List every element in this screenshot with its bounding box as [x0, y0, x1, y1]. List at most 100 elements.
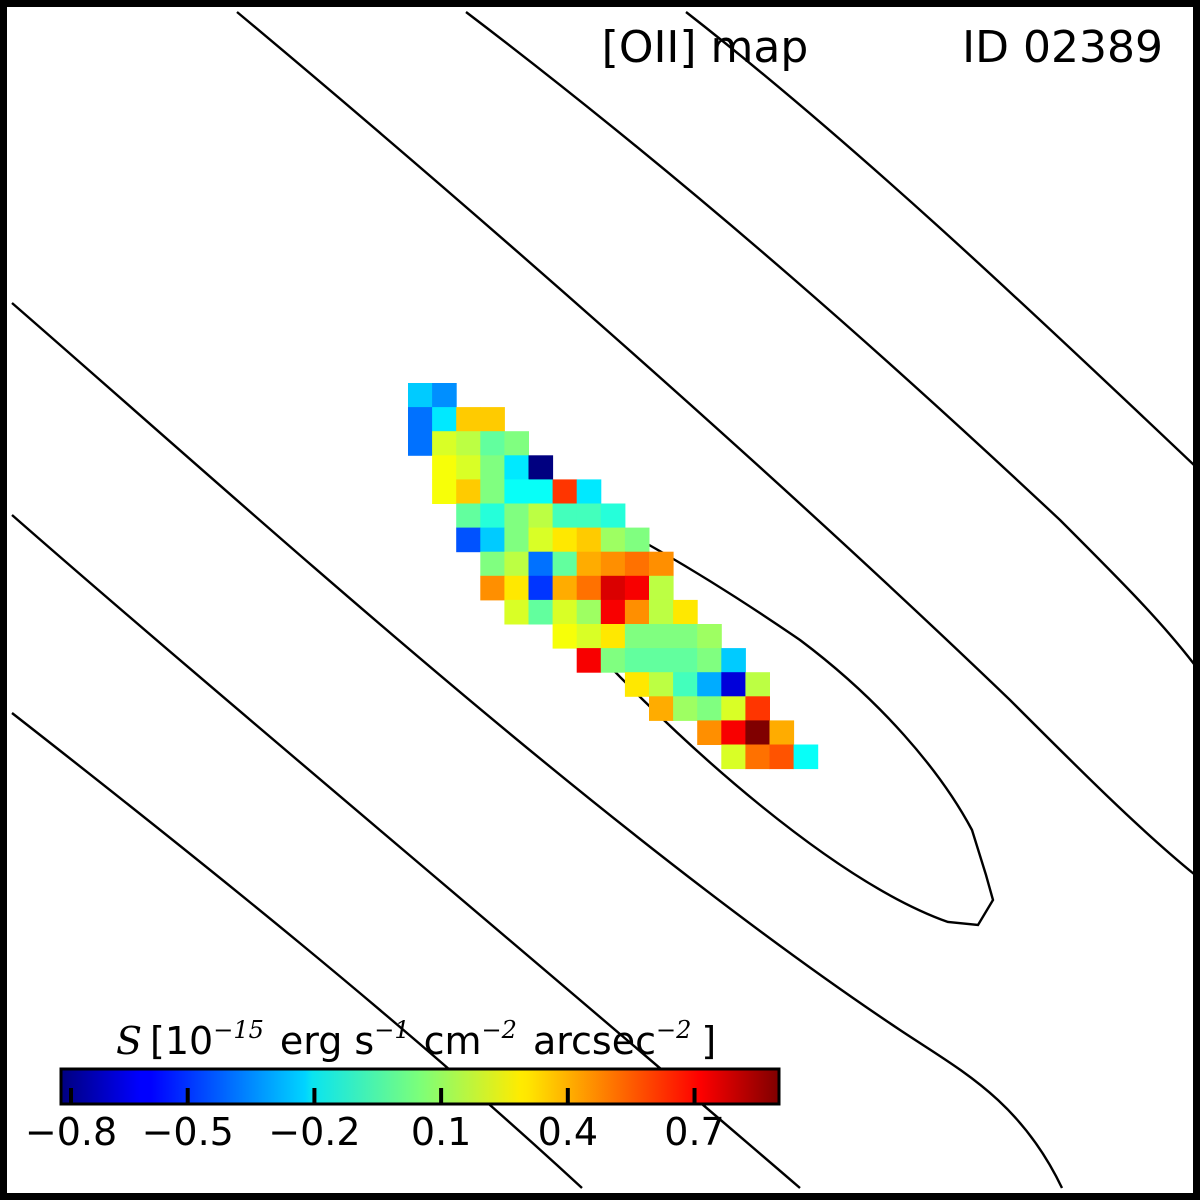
map-pixel	[528, 479, 554, 504]
map-pixel	[528, 551, 554, 577]
colorbar-tick-label: 0.4	[538, 1110, 598, 1154]
map-pixel	[745, 720, 770, 745]
map-pixel	[649, 672, 674, 697]
map-pixel	[504, 599, 529, 625]
colorbar-tick-label: −0.5	[142, 1110, 234, 1154]
map-pixel	[673, 696, 698, 721]
map-pixel	[432, 479, 457, 504]
map-pixel	[408, 383, 433, 408]
map-pixel	[528, 599, 554, 625]
map-pixel	[649, 696, 674, 721]
map-pixel	[673, 599, 698, 625]
colorbar-exp-3: −2	[482, 1016, 517, 1044]
map-pixel	[793, 744, 819, 770]
map-pixel	[576, 527, 602, 553]
colorbar-label-open: [10	[150, 1019, 213, 1063]
map-pixel	[576, 503, 602, 529]
map-pixel	[697, 672, 722, 697]
map-pixel	[432, 383, 457, 408]
map-pixel	[721, 648, 746, 673]
map-pixel	[649, 648, 674, 673]
colorbar-label-cm: cm	[424, 1019, 482, 1063]
colorbar-tick-label: 0.1	[411, 1110, 471, 1154]
colorbar-label: S [10−15 erg s−1 cm−2 arcsec−2]	[116, 1016, 716, 1063]
colorbar-exp-4: −2	[656, 1016, 691, 1044]
map-pixel	[480, 479, 505, 504]
map-pixel	[745, 696, 770, 721]
map-pixel	[600, 575, 626, 601]
map-pixel	[504, 527, 529, 553]
map-pixel	[673, 672, 698, 697]
map-pixel	[576, 624, 602, 649]
map-pixel	[600, 599, 626, 625]
object-id-label: ID 02389	[962, 22, 1163, 73]
colorbar-tick-label: 0.7	[664, 1110, 724, 1154]
map-pixel	[673, 648, 698, 673]
map-pixel	[528, 455, 554, 480]
map-pixel	[456, 455, 481, 480]
map-pixel	[624, 575, 650, 601]
map-pixel	[528, 575, 554, 601]
colorbar-symbol: S	[116, 1019, 142, 1063]
map-pixel	[552, 551, 578, 577]
map-pixel	[697, 696, 722, 721]
map-pixel	[432, 455, 457, 480]
map-pixel	[504, 431, 529, 456]
map-pixel	[528, 527, 554, 553]
map-pixel	[456, 479, 481, 504]
map-pixel	[552, 624, 578, 649]
map-pixel	[480, 503, 505, 529]
colorbar-tick-label: −0.8	[25, 1110, 117, 1154]
map-pixel	[600, 527, 626, 553]
map-pixel	[480, 455, 505, 480]
map-pixel	[528, 503, 554, 529]
map-pixel	[624, 551, 650, 577]
map-pixel	[697, 648, 722, 673]
contour-line	[11, 712, 583, 1189]
map-pixel	[504, 551, 529, 577]
map-pixel	[624, 527, 650, 553]
map-pixel	[432, 431, 457, 456]
map-pixel	[576, 479, 602, 504]
map-pixel	[697, 720, 722, 745]
map-pixel	[456, 503, 481, 529]
map-pixel	[576, 599, 602, 625]
map-pixel	[504, 479, 529, 504]
colorbar-label-close: ]	[701, 1019, 716, 1063]
map-pixel	[480, 527, 505, 553]
map-pixel	[624, 624, 650, 649]
map-pixel	[600, 503, 626, 529]
map-pixel	[600, 648, 626, 673]
colorbar-exp-1: −15	[213, 1016, 264, 1044]
map-pixel	[576, 575, 602, 601]
map-pixel	[721, 720, 746, 745]
contour-lines	[11, 11, 1194, 1189]
map-pixel	[552, 503, 578, 529]
map-pixel	[745, 672, 770, 697]
colorbar-label-erg: erg s	[280, 1019, 374, 1063]
colorbar-ticks: −0.8 −0.5 −0.2 0.1 0.4 0.7	[25, 1088, 725, 1154]
map-pixel	[673, 624, 698, 649]
map-pixel	[649, 624, 674, 649]
map-pixel	[624, 672, 650, 697]
map-pixel	[721, 744, 746, 770]
map-pixel	[649, 575, 674, 601]
map-pixel	[480, 431, 505, 456]
map-pixel	[504, 503, 529, 529]
contour-line	[465, 11, 1194, 665]
map-pixel	[480, 407, 505, 432]
map-pixel	[576, 551, 602, 577]
oii-pixel-map	[408, 383, 819, 770]
map-pixel	[552, 599, 578, 625]
map-pixel	[624, 599, 650, 625]
contour-line	[11, 302, 1064, 1189]
map-pixel	[408, 407, 433, 432]
contour-line	[236, 11, 1194, 875]
map-pixel	[504, 455, 529, 480]
colorbar-label-arcsec: arcsec	[533, 1019, 656, 1063]
map-pixel	[408, 431, 433, 456]
map-pixel	[721, 696, 746, 721]
